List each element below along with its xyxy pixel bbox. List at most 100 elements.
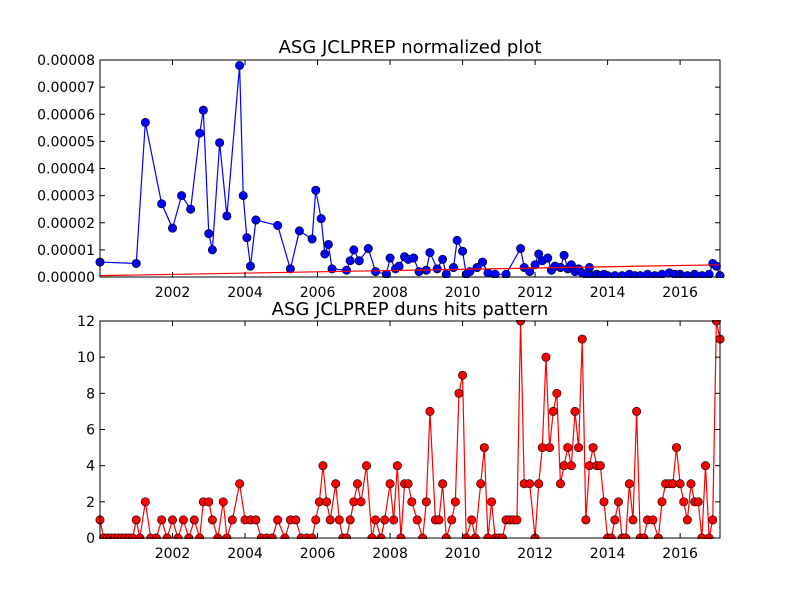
duns-hits-hits-point [487, 497, 497, 507]
duns-hits-hits-point [434, 515, 444, 525]
duns-hits-hits-point [657, 497, 667, 507]
normalized-normalized-point [311, 185, 321, 195]
normalized-normalized-point [285, 264, 295, 274]
duns-hits-hits-point [671, 443, 681, 453]
normalized-x-tick-label: 2014 [590, 285, 626, 301]
normalized-normalized-point [198, 105, 208, 115]
duns-hits-hits-point [541, 352, 551, 362]
normalized-y-tick-label: 0.00004 [37, 162, 95, 178]
normalized-x-tick-label: 2006 [300, 285, 336, 301]
duns-hits-hits-point [476, 479, 486, 489]
duns-hits-hits-point [686, 479, 696, 489]
duns-hits-hits-point [447, 515, 457, 525]
normalized-x-tick-label: 2008 [372, 285, 408, 301]
duns-hits-hits-point [291, 515, 301, 525]
duns-hits-hits-point [693, 497, 703, 507]
duns-hits-hits-point [421, 497, 431, 507]
normalized-normalized-point [458, 246, 468, 256]
normalized-y-tick-label: 0.00002 [37, 216, 95, 232]
normalized-normalized-point [177, 191, 187, 201]
duns-hits-hits-point [570, 406, 580, 416]
normalized-normalized-point [363, 244, 373, 254]
normalized-normalized-point [186, 204, 196, 214]
normalized-x-tick-label: 2012 [517, 285, 553, 301]
duns-hits-hits-point [356, 497, 366, 507]
normalized-normalized-point [394, 261, 404, 271]
duns-hits-hits-point [574, 443, 584, 453]
normalized-normalized-point [157, 199, 167, 209]
normalized-normalized-point [559, 250, 569, 260]
normalized-normalized-point [251, 215, 261, 225]
duns-hits-hits-point [392, 461, 402, 471]
duns-hits-y-tick-label: 10 [77, 350, 95, 366]
duns-hits-plot-area: 2002 2004 2006 2008 2010 2012 2014 2016 0 2 4 6 8 10 1… [77, 314, 725, 562]
normalized-normalized-point [323, 239, 333, 249]
normalized-x-tick-label: 2002 [155, 285, 191, 301]
normalized-normalized-point [294, 226, 304, 236]
duns-hits-y-tick-label: 12 [77, 314, 95, 330]
duns-hits-hits-point [563, 443, 573, 453]
normalized-y-tick-label: 0.00005 [37, 134, 95, 150]
normalized-normalized-point [438, 254, 448, 264]
normalized-normalized-point [414, 267, 424, 277]
duns-hits-hits-point [412, 515, 422, 525]
normalized-normalized-point [316, 214, 326, 224]
normalized-normalized-point [195, 128, 205, 138]
normalized-normalized-point [354, 256, 364, 266]
normalized-x-tick-label: 2010 [445, 285, 481, 301]
duns-hits-y-tick-label: 6 [86, 423, 95, 439]
duns-hits-y-tick-label: 4 [86, 459, 95, 475]
duns-hits-y-tick-label: 8 [86, 386, 95, 402]
duns-hits-hits-point [648, 515, 658, 525]
duns-hits-hits-point [467, 515, 477, 525]
duns-hits-hits-point [545, 443, 555, 453]
normalized-normalized-point [543, 253, 553, 263]
normalized-normalized-point [490, 269, 500, 278]
normalized-normalized-point [425, 248, 435, 258]
normalized-normalized-point [307, 234, 317, 244]
duns-hits-hits-point [682, 515, 692, 525]
duns-hits-hits-point [178, 515, 188, 525]
normalized-normalized-point [349, 245, 359, 255]
duns-hits-hits-point [345, 515, 355, 525]
normalized-normalized-point [222, 211, 232, 221]
normalized-y-tick-label: 0.00007 [37, 80, 95, 96]
duns-hits-hits-point [610, 515, 620, 525]
duns-hits-hits-point [548, 406, 558, 416]
normalized-y-tick-label: 0.00003 [37, 189, 95, 205]
normalized-normalized-point [168, 223, 178, 233]
duns-hits-hits-point [207, 515, 217, 525]
normalized-normalized-point [478, 257, 488, 267]
duns-hits-hits-point [425, 406, 435, 416]
duns-hits-x-tick-label: 2014 [590, 546, 626, 562]
duns-hits-hits-point [438, 479, 448, 489]
duns-hits-hits-point [675, 479, 685, 489]
duns-hits-hits-point [458, 370, 468, 380]
duns-hits-hits-point [385, 479, 395, 489]
normalized-normalized-point [432, 264, 442, 274]
normalized-normalized-point [320, 249, 330, 259]
duns-hits-hits-point [227, 515, 237, 525]
duns-hits-x-tick-label: 2008 [372, 546, 408, 562]
normalized-normalized-point [711, 261, 721, 271]
normalized-x-tick-label: 2004 [227, 285, 263, 301]
duns-hits-hits-point [352, 479, 362, 489]
duns-hits-hits-point [204, 497, 214, 507]
duns-hits-x-tick-label: 2010 [445, 546, 481, 562]
normalized-normalized-point [273, 220, 283, 230]
duns-hits-hits-point [131, 515, 141, 525]
duns-hits-x-tick-label: 2002 [155, 546, 191, 562]
duns-hits-hits-point [555, 479, 565, 489]
normalized-trend-line [99, 264, 721, 277]
duns-hits-hits-point [235, 479, 245, 489]
duns-hits-hits-point [450, 497, 460, 507]
normalized-normalized-point [409, 253, 419, 263]
duns-hits-hits-point [566, 461, 576, 471]
duns-hits-hits-point [189, 515, 199, 525]
normalized-y-tick-label: 0.00006 [37, 107, 95, 123]
duns-hits-hits-point [389, 515, 399, 525]
normalized-normalized-point [483, 268, 493, 278]
normalized-normalized-point [235, 60, 245, 70]
